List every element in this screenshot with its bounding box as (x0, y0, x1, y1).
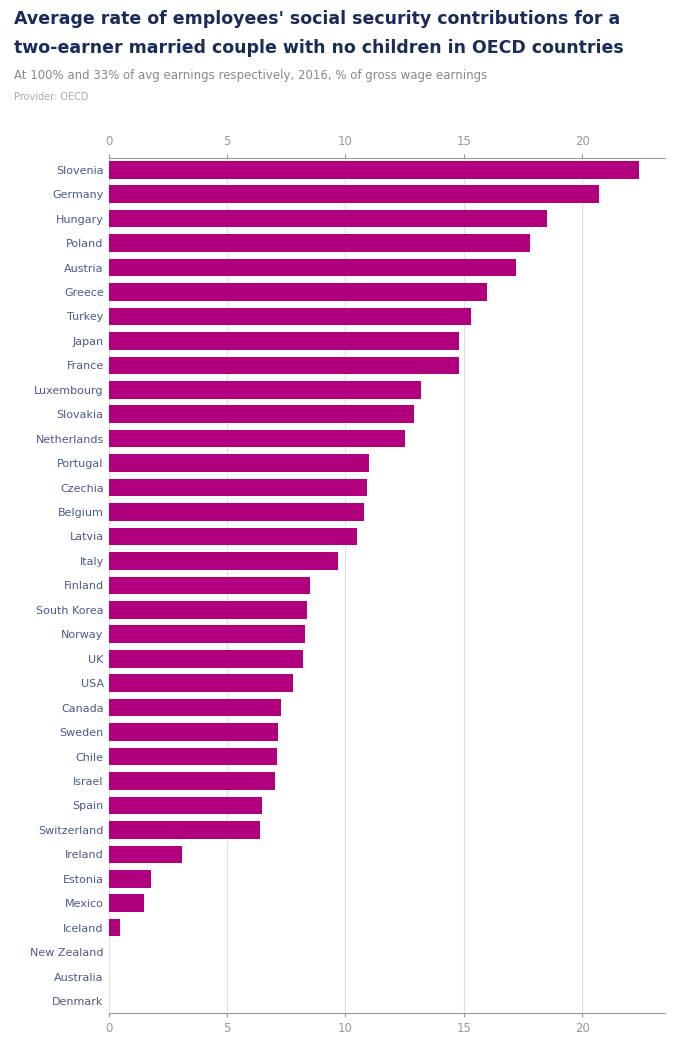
Bar (108, 772, 275, 790)
Bar (108, 870, 151, 887)
Bar (108, 576, 310, 594)
Bar (108, 455, 369, 471)
Bar (108, 258, 516, 276)
Bar (108, 161, 639, 179)
Text: two-earner married couple with no children in OECD countries: two-earner married couple with no childr… (14, 39, 624, 57)
Bar (108, 528, 357, 545)
Bar (108, 895, 144, 912)
Bar (108, 381, 421, 399)
Bar (108, 797, 262, 814)
Text: Provider: OECD: Provider: OECD (14, 92, 88, 103)
Text: figure.nz: figure.nz (584, 18, 666, 35)
Bar (108, 308, 471, 326)
Bar (108, 845, 182, 863)
Bar (108, 699, 281, 716)
Bar (108, 234, 530, 252)
Bar (108, 186, 598, 203)
Bar (108, 919, 120, 937)
Bar (108, 821, 260, 839)
Bar (108, 748, 276, 765)
Bar (108, 601, 307, 618)
Bar (108, 210, 547, 228)
Bar (108, 429, 405, 447)
Text: At 100% and 33% of avg earnings respectively, 2016, % of gross wage earnings: At 100% and 33% of avg earnings respecti… (14, 69, 487, 82)
Bar (108, 552, 338, 570)
Bar (108, 284, 487, 300)
Bar (108, 332, 459, 350)
Bar (108, 357, 459, 374)
Bar (108, 650, 302, 668)
Text: Average rate of employees' social security contributions for a: Average rate of employees' social securi… (14, 10, 620, 28)
Bar (108, 479, 367, 497)
Bar (108, 723, 278, 741)
Bar (108, 405, 414, 423)
Bar (108, 626, 305, 643)
Bar (108, 674, 293, 692)
Bar (108, 503, 364, 521)
